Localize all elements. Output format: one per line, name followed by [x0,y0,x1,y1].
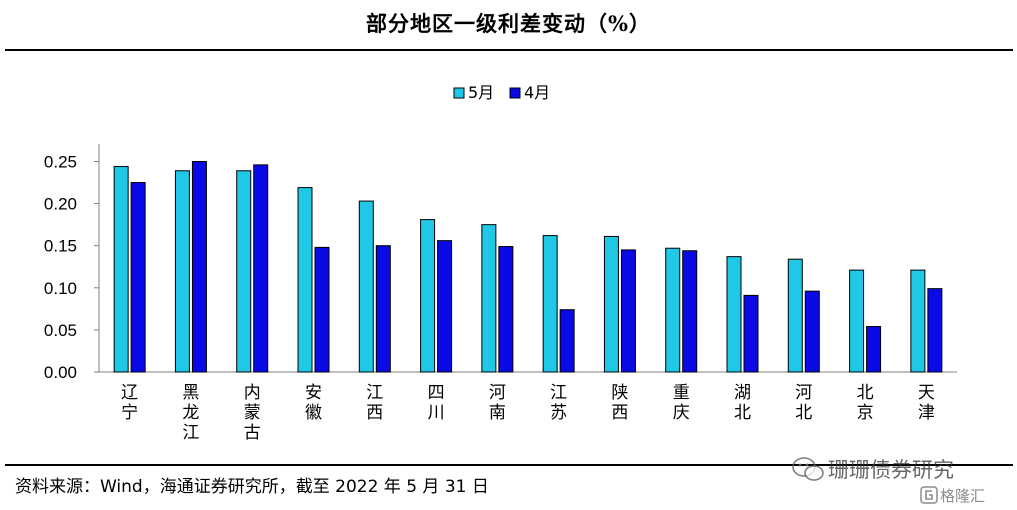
x-tick-label-char: 湖 [734,383,751,403]
x-tick-label-char: 西 [366,403,383,423]
source-note: 资料来源：Wind，海通证券研究所，截至 2022 年 5 月 31 日 [15,477,489,497]
y-tick-label: 0.00 [44,363,77,382]
x-tick-label-char: 蒙 [244,403,261,423]
x-tick-label-char: 黑 [182,383,199,403]
x-tick-label-char: 河 [489,383,506,403]
x-tick-label-char: 南 [489,403,506,423]
bar-may [420,219,436,373]
bar-may [236,170,252,373]
x-tick-label-char: 北 [795,403,812,423]
bar-may [665,247,681,373]
bar-may [174,170,190,373]
x-tick-label-char: 徽 [305,403,322,423]
x-tick-label-char: 京 [857,403,874,423]
title-rule [5,49,1013,51]
x-tick-label-char: 天 [918,383,935,403]
bar-may [113,166,129,373]
x-tick-label-char: 川 [428,403,445,423]
x-tick-label-char: 古 [244,423,261,443]
x-tick-label-char: 北 [857,383,874,403]
x-tick-label-char: 河 [795,383,812,403]
x-tick-label-char: 江 [182,423,199,443]
watermark-name: 珊珊债券研究 [828,458,954,482]
x-tick-label-char: 四 [428,383,445,403]
bar-april [498,246,514,373]
x-tick-label-char: 苏 [550,403,567,423]
bar-april [682,250,698,373]
x-tick-label-char: 重 [673,383,690,403]
bar-may [849,269,865,373]
legend-swatch-may [453,87,465,99]
bar-april [804,290,820,373]
legend-swatch-april [509,87,521,99]
x-tick-label-char: 津 [918,403,935,423]
bar-april [253,164,269,373]
x-tick-label-char: 安 [305,383,322,403]
bar-april [437,240,453,373]
bar-may [297,187,313,373]
legend-label-may: 5月 [468,83,494,102]
legend-label-april: 4月 [524,83,550,102]
bar-may [603,235,619,373]
watermark-logo-text: 格隆汇 [940,487,986,505]
bar-may [910,269,926,373]
x-tick-label-char: 辽 [121,383,138,403]
source-rule [5,464,1013,466]
y-tick-label: 0.05 [44,321,77,340]
y-tick-label: 0.20 [44,195,77,214]
x-tick-label-char: 西 [611,403,628,423]
watermark: 珊珊债券研究 格隆汇 [790,452,1012,510]
gelonghui-logo-icon [920,486,938,504]
bar-april [620,249,636,373]
bar-april [866,326,882,373]
x-tick-label-char: 北 [734,403,751,423]
bar-april [191,161,207,373]
bar-april [375,245,391,373]
bar-may [358,200,374,373]
y-tick-label: 0.25 [44,153,77,172]
wechat-icon [792,457,824,481]
bar-may [481,224,497,373]
bar-april [130,182,146,373]
y-tick-label: 0.10 [44,279,77,298]
x-tick-label-char: 江 [366,383,383,403]
x-tick-label-char: 内 [244,383,261,403]
x-tick-label-char: 龙 [182,403,199,423]
x-tick-label-char: 庆 [673,403,690,423]
bar-may [542,235,558,373]
x-tick-label-char: 江 [550,383,567,403]
x-tick-label-char: 陕 [611,383,628,403]
bar-april [927,288,943,373]
chart-title: 部分地区一级利差变动（%） [366,11,651,36]
bar-april [743,294,759,373]
bar-may [787,258,803,373]
x-tick-label-char: 宁 [121,403,138,423]
bar-april [559,309,575,373]
bar-april [314,246,330,373]
y-tick-label: 0.15 [44,237,77,256]
bar-may [726,256,742,373]
